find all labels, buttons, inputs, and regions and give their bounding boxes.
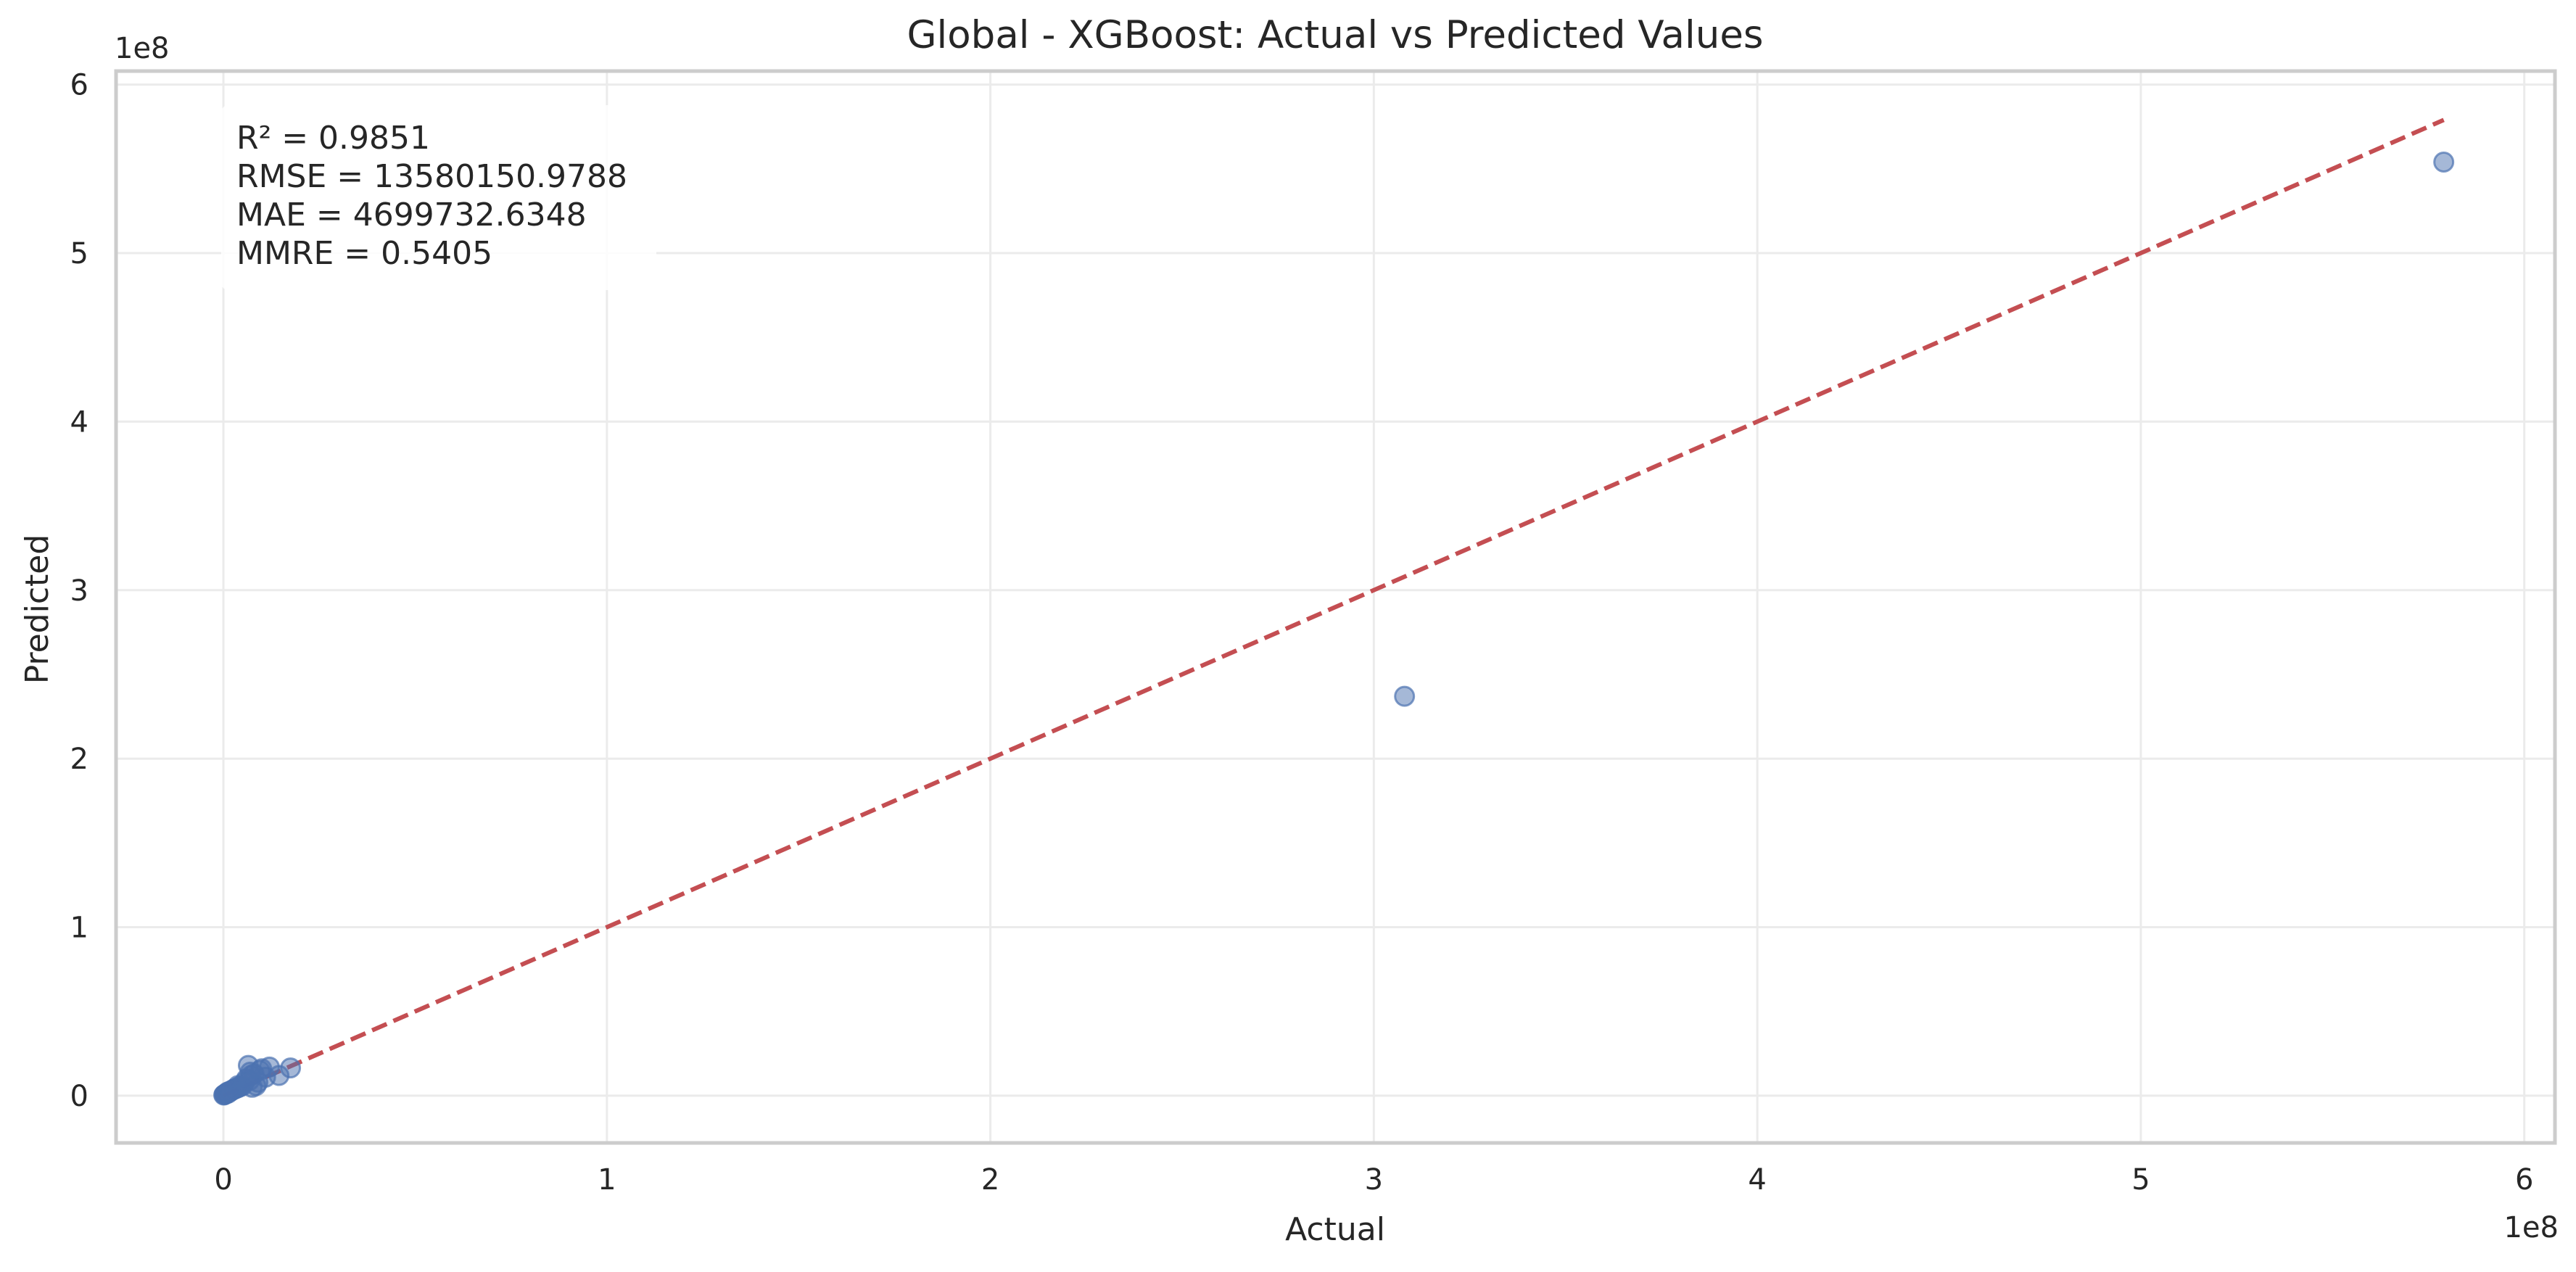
y-tick-label: 3: [70, 574, 88, 608]
data-point: [217, 1082, 239, 1104]
grid: [116, 71, 2555, 1143]
y-tick-label: 0: [70, 1080, 88, 1113]
stats-box-background: [221, 105, 656, 290]
stats-mae: MAE = 4699732.6348: [236, 197, 587, 234]
data-points: [213, 151, 2455, 1106]
reference-line-layer: [222, 117, 2445, 1098]
y-tick-labels: 0 1 2 3 4 5 6: [70, 69, 88, 1113]
y-tick-label: 5: [70, 237, 88, 270]
plot-frame: [114, 69, 2557, 1145]
y-tick-label: 4: [70, 405, 88, 439]
x-tick-label: 3: [1365, 1163, 1383, 1197]
stats-mmre: MMRE = 0.5405: [236, 235, 492, 272]
x-offset-label: 1e8: [2503, 1211, 2559, 1244]
y-axis-label: Predicted: [19, 534, 56, 685]
x-tick-label: 2: [981, 1163, 999, 1197]
stats-rmse: RMSE = 13580150.9788: [236, 158, 627, 195]
y-offset-label: 1e8: [115, 32, 170, 65]
stats-box: R² = 0.9851 RMSE = 13580150.9788 MAE = 4…: [221, 105, 656, 290]
x-tick-label: 1: [598, 1163, 616, 1197]
y-tick-label: 6: [70, 69, 88, 102]
x-axis-label: Actual: [1285, 1211, 1385, 1248]
data-point: [1394, 685, 1416, 707]
stats-r2: R² = 0.9851: [236, 120, 430, 157]
x-tick-label: 6: [2515, 1163, 2533, 1197]
x-tick-label: 4: [1748, 1163, 1766, 1197]
y-tick-label: 1: [70, 912, 88, 945]
x-tick-labels: 0 1 2 3 4 5 6: [214, 1163, 2533, 1197]
data-point: [249, 1060, 271, 1081]
x-tick-label: 0: [214, 1163, 232, 1197]
reference-line: [222, 117, 2445, 1098]
y-tick-label: 2: [70, 743, 88, 776]
x-tick-label: 5: [2131, 1163, 2150, 1197]
chart-title: Global - XGBoost: Actual vs Predicted Va…: [907, 13, 1763, 57]
data-point: [2433, 151, 2455, 173]
